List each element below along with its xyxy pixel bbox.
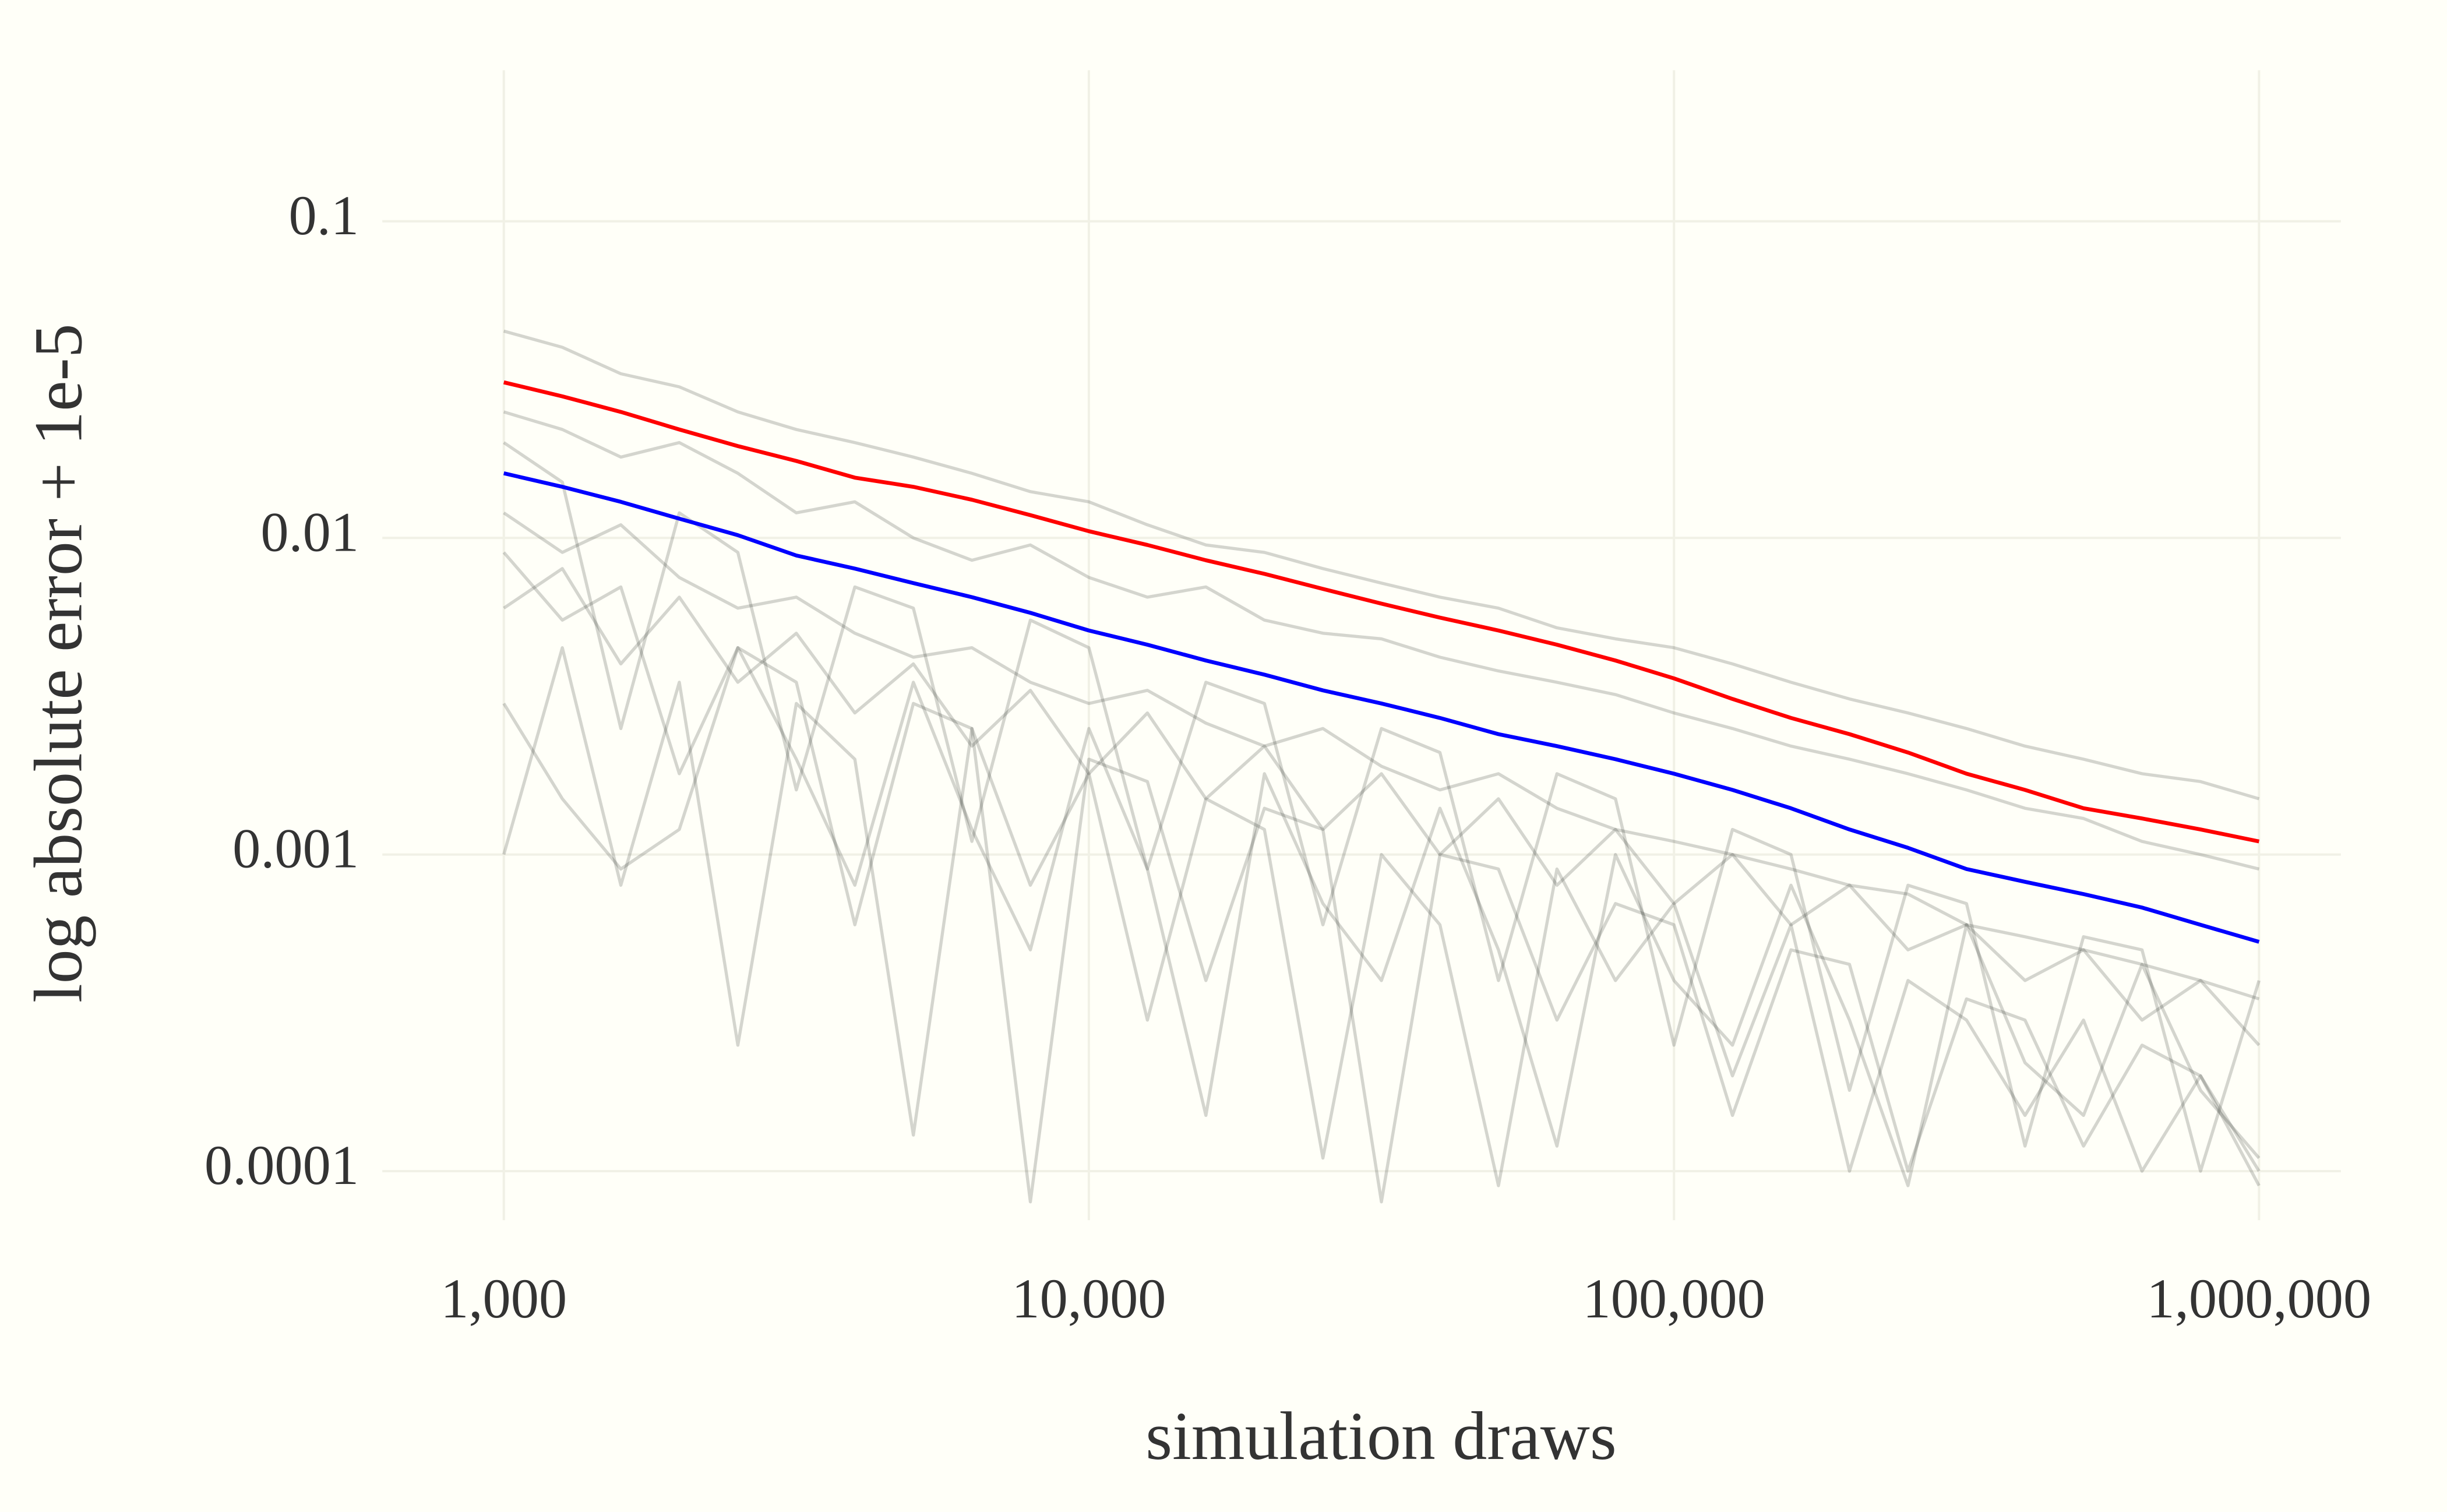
series-line [503, 410, 2260, 871]
y-tick-label: 0.1 [289, 184, 359, 246]
series-line [503, 567, 2261, 1046]
x-tick-label: 1,000,000 [2147, 1267, 2372, 1330]
y-tick-label: 0.001 [232, 817, 359, 880]
series-line [503, 441, 2261, 1173]
series-line [503, 471, 2260, 944]
y-tick-label: 0.0001 [204, 1134, 359, 1196]
x-tick-label: 100,000 [1582, 1267, 1765, 1330]
x-axis-title: simulation draws [1145, 1398, 1616, 1474]
series-line [502, 646, 2261, 1187]
x-tick-label: 1,000 [440, 1267, 567, 1330]
y-tick-label: 0.01 [260, 501, 359, 563]
series-line [503, 380, 2260, 844]
series-line [502, 551, 2261, 1204]
y-axis-title: log absolute error + 1e-5 [21, 323, 97, 1003]
x-tick-label: 10,000 [1011, 1267, 1166, 1330]
series-line [503, 511, 2260, 1000]
series-line [503, 329, 2260, 801]
series-line [502, 646, 2261, 1187]
